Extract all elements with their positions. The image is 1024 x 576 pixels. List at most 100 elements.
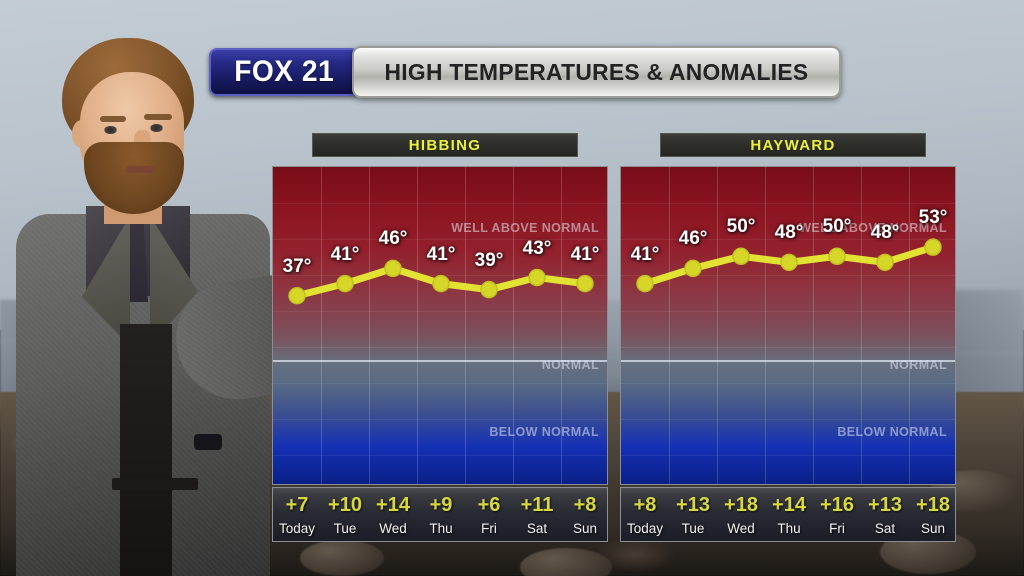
gridline-horizontal — [273, 455, 607, 456]
anomaly-value: +16 — [820, 494, 854, 516]
temperature-value-label: 46° — [378, 228, 408, 250]
gridline-horizontal — [621, 203, 955, 204]
data-point-marker — [432, 274, 450, 293]
anomaly-bar-hayward: +8 Today +13 Tue +18 Wed +14 Thu +16 Fri +13 Sat +18… — [620, 487, 956, 542]
temperature-value-label: 39° — [474, 249, 504, 271]
anomaly-day-cell: +14 Thu — [765, 490, 813, 541]
band-label-below-normal: BELOW NORMAL — [489, 425, 599, 439]
data-point-marker — [876, 253, 894, 272]
band-label-below-normal: BELOW NORMAL — [837, 425, 947, 439]
temperature-value-label: 43° — [522, 237, 552, 259]
anomaly-value: +13 — [868, 494, 902, 516]
day-label: Thu — [777, 521, 801, 536]
forecast-panel-hayward: HAYWARD WELL ABOVE NORMAL NORMAL BELOW N… — [620, 133, 956, 542]
city-tab-hibbing[interactable]: HIBBING — [312, 133, 578, 157]
gridline-horizontal — [621, 455, 955, 456]
temperature-value-label: 46° — [678, 228, 708, 250]
temperature-value-label: 41° — [426, 243, 456, 265]
anomaly-day-cell: +18 Wed — [717, 490, 765, 541]
data-point-marker — [384, 259, 402, 278]
gridline-horizontal — [273, 203, 607, 204]
broadcast-title-bar: FOX 21 HIGH TEMPERATURES & ANOMALIES — [209, 46, 841, 98]
temperature-series-line — [636, 238, 942, 293]
data-point-marker — [336, 274, 354, 293]
data-point-marker — [480, 280, 498, 299]
temperature-chart-hayward: WELL ABOVE NORMAL NORMAL BELOW NORMAL WE… — [620, 166, 956, 485]
data-point-marker — [924, 238, 942, 256]
temperature-value-label: 41° — [330, 243, 360, 265]
temperature-series-line — [288, 259, 594, 305]
gridline-horizontal — [621, 419, 955, 420]
temperature-chart-hibbing: WELL ABOVE NORMAL NORMAL BELOW NORMAL WE… — [272, 166, 608, 485]
anomaly-day-cell: +11 Sat — [513, 490, 561, 541]
gridline-vertical — [369, 167, 370, 484]
gridline-vertical — [813, 167, 814, 484]
gridline-vertical — [909, 167, 910, 484]
anomaly-day-cell: +7 Today — [273, 490, 321, 541]
rock — [520, 548, 612, 576]
temperature-value-label: 37° — [282, 255, 312, 277]
title-plate: HIGH TEMPERATURES & ANOMALIES — [352, 46, 841, 98]
gridline-horizontal — [621, 347, 955, 348]
gridline-horizontal — [621, 239, 955, 240]
day-label: Sat — [874, 521, 896, 536]
gridline-horizontal — [273, 419, 607, 420]
day-label: Sun — [572, 521, 598, 536]
gridline-vertical — [669, 167, 670, 484]
city-name-label: HIBBING — [408, 136, 482, 154]
gridline-horizontal — [273, 347, 607, 348]
gridline-vertical — [861, 167, 862, 484]
anomaly-day-cell: +13 Tue — [669, 490, 717, 541]
temperature-value-label: 41° — [570, 243, 600, 265]
gridline-horizontal — [273, 311, 607, 312]
anomaly-value: +10 — [328, 494, 362, 516]
presenter-mouth — [126, 166, 156, 173]
data-point-marker — [828, 247, 846, 266]
presenter-eye-left — [104, 126, 117, 134]
gridline-horizontal — [273, 239, 607, 240]
day-label: Sat — [526, 521, 548, 536]
temperature-value-label: 50° — [726, 216, 756, 238]
anomaly-value: +9 — [429, 494, 453, 516]
anomaly-day-cell: +10 Tue — [321, 490, 369, 541]
presenter-eyebrow-right — [144, 114, 172, 120]
presenter-clicker — [194, 434, 222, 450]
band-label-well-above-normal: WELL ABOVE NORMAL — [799, 221, 947, 235]
page-title: HIGH TEMPERATURES & ANOMALIES — [384, 58, 809, 85]
gridline-vertical — [417, 167, 418, 484]
anomaly-day-cell: +16 Fri — [813, 490, 861, 541]
presenter-jacket-opening — [120, 324, 172, 576]
gridline-vertical — [765, 167, 766, 484]
data-point-marker — [732, 247, 750, 266]
day-label: Fri — [829, 521, 845, 536]
anomaly-day-cell: +8 Sun — [561, 490, 609, 541]
anomaly-day-cell: +8 Today — [621, 490, 669, 541]
anomaly-value: +13 — [676, 494, 710, 516]
anomaly-value: +11 — [520, 494, 554, 516]
anomaly-day-cell: +6 Fri — [465, 490, 513, 541]
day-label: Today — [626, 521, 664, 536]
forecast-panel-hibbing: HIBBING WELL ABOVE NORMAL NORMAL BELOW N… — [272, 133, 608, 542]
data-point-marker — [636, 274, 654, 293]
data-point-marker — [576, 274, 594, 293]
presenter-belt — [112, 478, 198, 490]
day-label: Wed — [379, 521, 407, 536]
data-point-marker — [684, 259, 702, 278]
day-label: Thu — [429, 521, 453, 536]
temperature-value-label: 48° — [870, 222, 900, 244]
city-tab-hayward[interactable]: HAYWARD — [660, 133, 926, 157]
presenter-eyebrow-left — [100, 116, 126, 122]
gridline-vertical — [717, 167, 718, 484]
anomaly-value: +8 — [573, 494, 597, 516]
anomaly-day-cell: +18 Sun — [909, 490, 957, 541]
day-label: Tue — [333, 521, 357, 536]
temperature-value-label: 53° — [918, 207, 948, 229]
band-label-well-above-normal: WELL ABOVE NORMAL — [451, 221, 599, 235]
gridline-vertical — [513, 167, 514, 484]
data-point-marker — [528, 268, 546, 287]
day-label: Tue — [681, 521, 705, 536]
day-label: Wed — [727, 521, 755, 536]
rock — [300, 540, 384, 576]
anomaly-value: +7 — [285, 494, 309, 516]
meteorologist-presenter — [8, 38, 397, 576]
